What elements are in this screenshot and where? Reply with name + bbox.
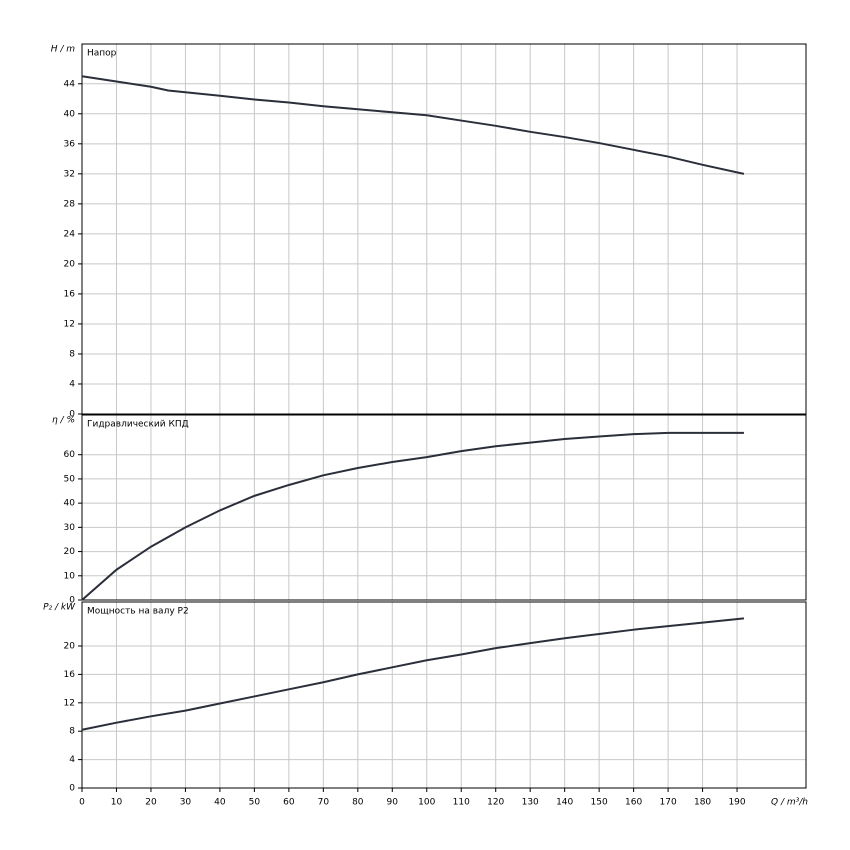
y-tick-label: 24 — [64, 229, 76, 239]
y-tick-label: 16 — [64, 289, 76, 299]
plot-frame — [81, 43, 807, 415]
y-axis-label: η / % — [52, 416, 75, 426]
x-tick-label: 20 — [145, 798, 157, 808]
y-axis-label: P₂ / kW — [43, 603, 76, 613]
y-tick-label: 8 — [69, 349, 75, 359]
curve — [81, 431, 744, 601]
x-tick-label: 30 — [180, 798, 192, 808]
y-tick-label: 50 — [64, 474, 76, 484]
curve — [81, 617, 745, 731]
y-tick-label: 16 — [64, 670, 76, 680]
y-tick-label: 20 — [64, 547, 76, 557]
y-axis-label: H / m — [51, 45, 76, 55]
plot-frame — [81, 601, 807, 789]
x-tick-label: 50 — [249, 798, 261, 808]
y-tick-label: 0 — [69, 784, 75, 794]
y-tick-label: 4 — [69, 755, 75, 765]
x-tick-label: 180 — [694, 798, 711, 808]
y-tick-label: 0 — [69, 596, 75, 606]
x-tick-label: 100 — [418, 798, 435, 808]
x-tick-label: 80 — [352, 798, 364, 808]
x-tick-label: 140 — [556, 798, 573, 808]
x-tick-label: 40 — [214, 798, 226, 808]
y-tick-label: 32 — [64, 169, 75, 179]
x-tick-label: 0 — [79, 798, 85, 808]
y-tick-label: 30 — [64, 523, 76, 533]
x-tick-label: 150 — [591, 798, 608, 808]
x-tick-label: 90 — [387, 798, 399, 808]
y-tick-label: 10 — [64, 571, 76, 581]
panel-title: Мощность на валу P2 — [87, 607, 189, 617]
y-tick-label: 28 — [64, 199, 76, 209]
x-tick-label: 120 — [487, 798, 504, 808]
x-tick-label: 160 — [625, 798, 642, 808]
y-tick-label: 44 — [64, 79, 76, 89]
x-tick-label: 10 — [111, 798, 123, 808]
curve — [81, 75, 745, 175]
y-tick-label: 20 — [64, 259, 76, 269]
y-tick-label: 12 — [64, 319, 75, 329]
y-tick-label: 60 — [64, 450, 76, 460]
x-tick-label: 130 — [522, 798, 539, 808]
x-tick-label: 170 — [660, 798, 677, 808]
y-tick-label: 40 — [64, 499, 76, 509]
y-tick-label: 12 — [64, 698, 75, 708]
y-tick-label: 4 — [69, 379, 75, 389]
y-tick-label: 8 — [69, 727, 75, 737]
x-tick-label: 60 — [283, 798, 295, 808]
plot-frame — [81, 414, 807, 601]
panel-title: Гидравлический КПД — [87, 420, 189, 430]
y-tick-label: 0 — [69, 410, 75, 420]
y-tick-label: 40 — [64, 109, 76, 119]
panel-title: Напор — [87, 49, 117, 59]
y-tick-label: 20 — [64, 642, 76, 652]
x-tick-label: 190 — [728, 798, 745, 808]
x-tick-label: 70 — [318, 798, 330, 808]
x-axis-label: Q / m³/h — [771, 798, 808, 808]
y-tick-label: 36 — [64, 139, 76, 149]
x-tick-label: 110 — [453, 798, 470, 808]
